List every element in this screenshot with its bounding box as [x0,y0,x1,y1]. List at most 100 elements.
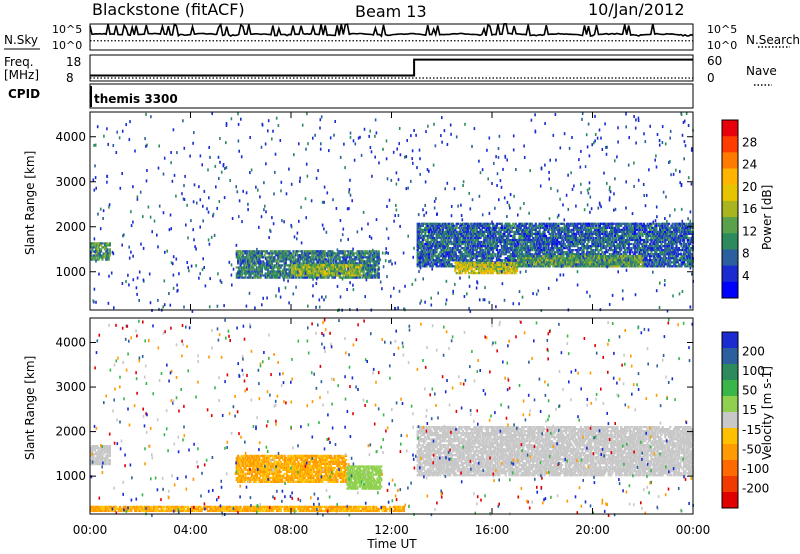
data-cell [317,268,320,271]
data-cell [503,249,506,252]
data-cell [529,242,532,246]
data-cell [598,249,601,252]
data-cell [667,249,671,252]
data-cell [675,232,678,235]
data-cell [507,228,510,231]
data-cell [329,252,333,255]
data-cell [655,255,658,258]
data-cell [610,228,613,231]
data-cell [674,251,677,254]
data-cell [375,252,378,255]
data-cell [368,254,372,257]
data-cell [514,230,517,233]
data-cell [476,222,480,225]
data-cell [277,264,280,267]
data-cell [343,276,346,279]
data-cell [561,222,564,225]
data-cell [376,252,379,255]
data-cell [660,251,663,254]
data-cell [327,272,330,275]
data-cell [616,251,619,254]
data-cell [448,232,451,235]
data-cell [623,228,627,231]
data-cell [363,264,367,267]
data-cell [468,242,471,246]
data-cell [264,268,267,271]
data-cell [284,262,287,265]
data-cell [440,261,443,264]
data-cell [514,259,517,262]
data-cell [480,255,483,258]
data-cell [444,259,447,262]
data-cell [507,224,510,227]
data-cell [571,234,574,238]
data-cell [108,250,111,253]
data-cell [318,254,321,257]
data-cell [321,274,324,277]
data-cell [530,232,534,235]
data-cell [469,236,472,240]
data-cell [275,272,279,275]
data-cell [420,240,423,244]
data-cell [632,245,635,248]
data-cell [259,256,262,259]
data-cell [512,253,515,256]
data-cell [641,247,644,250]
data-cell [445,228,448,231]
data-cell [429,228,432,231]
data-cell [277,266,280,269]
data-cell [626,247,629,250]
data-cell [439,251,442,254]
data-cell [634,247,637,250]
data-cell [577,242,580,246]
data-cell [260,268,263,271]
data-cell [278,268,281,271]
data-cell [602,236,605,240]
data-cell [652,228,655,231]
data-cell [376,264,379,267]
data-cell [375,256,378,259]
data-cell [456,236,459,240]
data-cell [338,258,341,261]
data-cell [440,234,443,238]
data-cell [586,247,589,250]
data-cell [669,226,672,229]
data-cell [500,240,503,244]
data-cell [667,261,671,264]
data-cell [564,238,568,242]
data-cell [502,251,505,254]
data-cell [608,226,611,229]
data-cell [534,251,537,254]
data-cell [238,268,241,271]
data-cell [362,268,365,271]
data-cell [547,240,550,244]
data-cell [503,253,506,256]
data-cell [502,240,505,244]
data-cell [661,234,664,238]
data-cell [517,228,520,231]
data-cell [248,254,251,257]
data-cell [446,232,449,235]
data-cell [288,252,291,255]
data-cell [337,254,340,257]
data-cell [514,238,517,242]
data-cell [287,268,290,271]
data-cell [641,249,644,252]
data-cell [105,256,108,259]
data-cell [275,260,279,263]
data-cell [264,252,267,255]
data-cell [357,276,360,279]
data-cell [317,256,320,259]
data-cell [436,234,439,238]
data-cell [527,245,530,248]
data-cell [667,234,671,238]
data-cell [621,236,624,240]
data-cell [107,244,110,247]
data-cell [341,252,344,255]
data-cell [649,222,652,225]
data-cell [592,236,595,240]
data-cell [96,254,99,257]
data-cell [532,261,535,264]
data-cell [571,253,574,256]
data-cell [483,242,486,246]
